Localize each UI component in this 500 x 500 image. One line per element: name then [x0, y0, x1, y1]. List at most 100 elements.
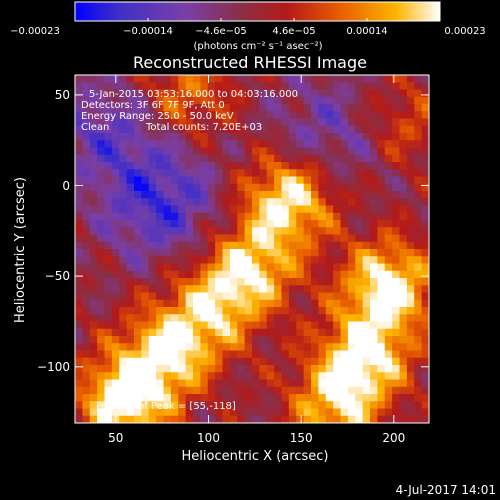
heatmap-cell [111, 154, 120, 163]
heatmap-cell [178, 321, 186, 330]
heatmap-cell [303, 263, 312, 272]
heatmap-cell [252, 89, 260, 98]
heatmap-cell [156, 75, 164, 83]
heatmap-cell [163, 336, 172, 344]
heatmap-cell [362, 249, 371, 257]
heatmap-cell [311, 343, 319, 351]
heatmap-cell [244, 394, 253, 402]
heatmap-cell [281, 379, 290, 388]
heatmap-cell [340, 336, 349, 344]
heatmap-cell [377, 263, 386, 272]
heatmap-cell [126, 191, 135, 199]
heatmap-cell [340, 278, 349, 286]
heatmap-cell [207, 191, 216, 199]
heatmap-cell [384, 270, 393, 279]
heatmap-cell [288, 198, 297, 206]
heatmap-cell [266, 162, 275, 170]
heatmap-cell [325, 133, 334, 141]
heatmap-cell [421, 401, 430, 409]
heatmap-cell [311, 162, 319, 170]
heatmap-cell [89, 147, 98, 156]
heatmap-cell [318, 379, 327, 388]
heatmap-cell [259, 307, 268, 315]
heatmap-cell [207, 365, 216, 373]
heatmap-cell [82, 104, 91, 112]
heatmap-cell [377, 285, 386, 293]
heatmap-cell [347, 111, 356, 119]
heatmap-cell [134, 118, 142, 127]
heatmap-cell [325, 408, 334, 417]
heatmap-cell [333, 321, 341, 330]
heatmap-cell [229, 162, 238, 170]
heatmap-cell [325, 169, 334, 177]
heatmap-cell [244, 75, 253, 83]
heatmap-cell [163, 89, 172, 98]
heatmap-cell [340, 82, 349, 90]
heatmap-cell [244, 220, 253, 228]
heatmap-cell [89, 415, 98, 424]
heatmap-cell [311, 183, 319, 192]
heatmap-cell [303, 321, 312, 330]
heatmap-cell [333, 111, 341, 119]
heatmap-cell [97, 198, 105, 206]
heatmap-cell [126, 154, 135, 163]
heatmap-cell [392, 162, 400, 170]
heatmap-cell [163, 82, 172, 90]
heatmap-cell [82, 118, 91, 127]
heatmap-cell [75, 154, 83, 163]
heatmap-cell [229, 205, 238, 214]
heatmap-cell [170, 96, 179, 105]
heatmap-cell [89, 372, 98, 380]
heatmap-cell [296, 263, 304, 272]
heatmap-cell [178, 111, 186, 119]
heatmap-cell [119, 198, 127, 206]
heatmap-cell [421, 372, 430, 380]
heatmap-cell [141, 198, 150, 206]
heatmap-cell [377, 408, 386, 417]
heatmap-cell [193, 198, 201, 206]
heatmap-cell [252, 227, 260, 235]
heatmap-cell [148, 162, 157, 170]
heatmap-cell [281, 357, 290, 366]
heatmap-cell [156, 415, 164, 424]
heatmap-cell [82, 154, 91, 163]
heatmap-cell [134, 249, 142, 257]
heatmap-cell [392, 96, 400, 105]
heatmap-cell [178, 365, 186, 373]
heatmap-cell [311, 350, 319, 359]
heatmap-cell [97, 307, 105, 315]
heatmap-cell [311, 386, 319, 395]
heatmap-cell [170, 241, 179, 250]
heatmap-cell [178, 183, 186, 192]
heatmap-cell [370, 292, 378, 301]
heatmap-cell [126, 415, 135, 424]
heatmap-cell [229, 401, 238, 409]
heatmap-cell [340, 299, 349, 308]
heatmap-cell [75, 183, 83, 192]
colorbar-tick-label-1: −0.00023 [10, 26, 60, 37]
heatmap-cell [207, 75, 216, 83]
heatmap-cell [303, 241, 312, 250]
heatmap-cell [421, 307, 430, 315]
heatmap-cell [281, 307, 290, 315]
heatmap-cell [340, 96, 349, 105]
heatmap-cell [141, 82, 150, 90]
heatmap-cell [325, 307, 334, 315]
heatmap-cell [333, 125, 341, 134]
heatmap-cell [244, 133, 253, 141]
heatmap-cell [119, 191, 127, 199]
heatmap-cell [185, 241, 194, 250]
heatmap-cell [384, 75, 393, 83]
heatmap-cell [200, 183, 209, 192]
heatmap-cell [392, 205, 400, 214]
heatmap-cell [384, 104, 393, 112]
heatmap-cell [119, 169, 127, 177]
heatmap-cell [104, 256, 113, 264]
heatmap-cell [311, 241, 319, 250]
heatmap-cell [377, 133, 386, 141]
heatmap-cell [303, 82, 312, 90]
heatmap-cell [222, 336, 231, 344]
heatmap-cell [207, 227, 216, 235]
heatmap-cell [111, 314, 120, 322]
heatmap-cell [311, 372, 319, 380]
